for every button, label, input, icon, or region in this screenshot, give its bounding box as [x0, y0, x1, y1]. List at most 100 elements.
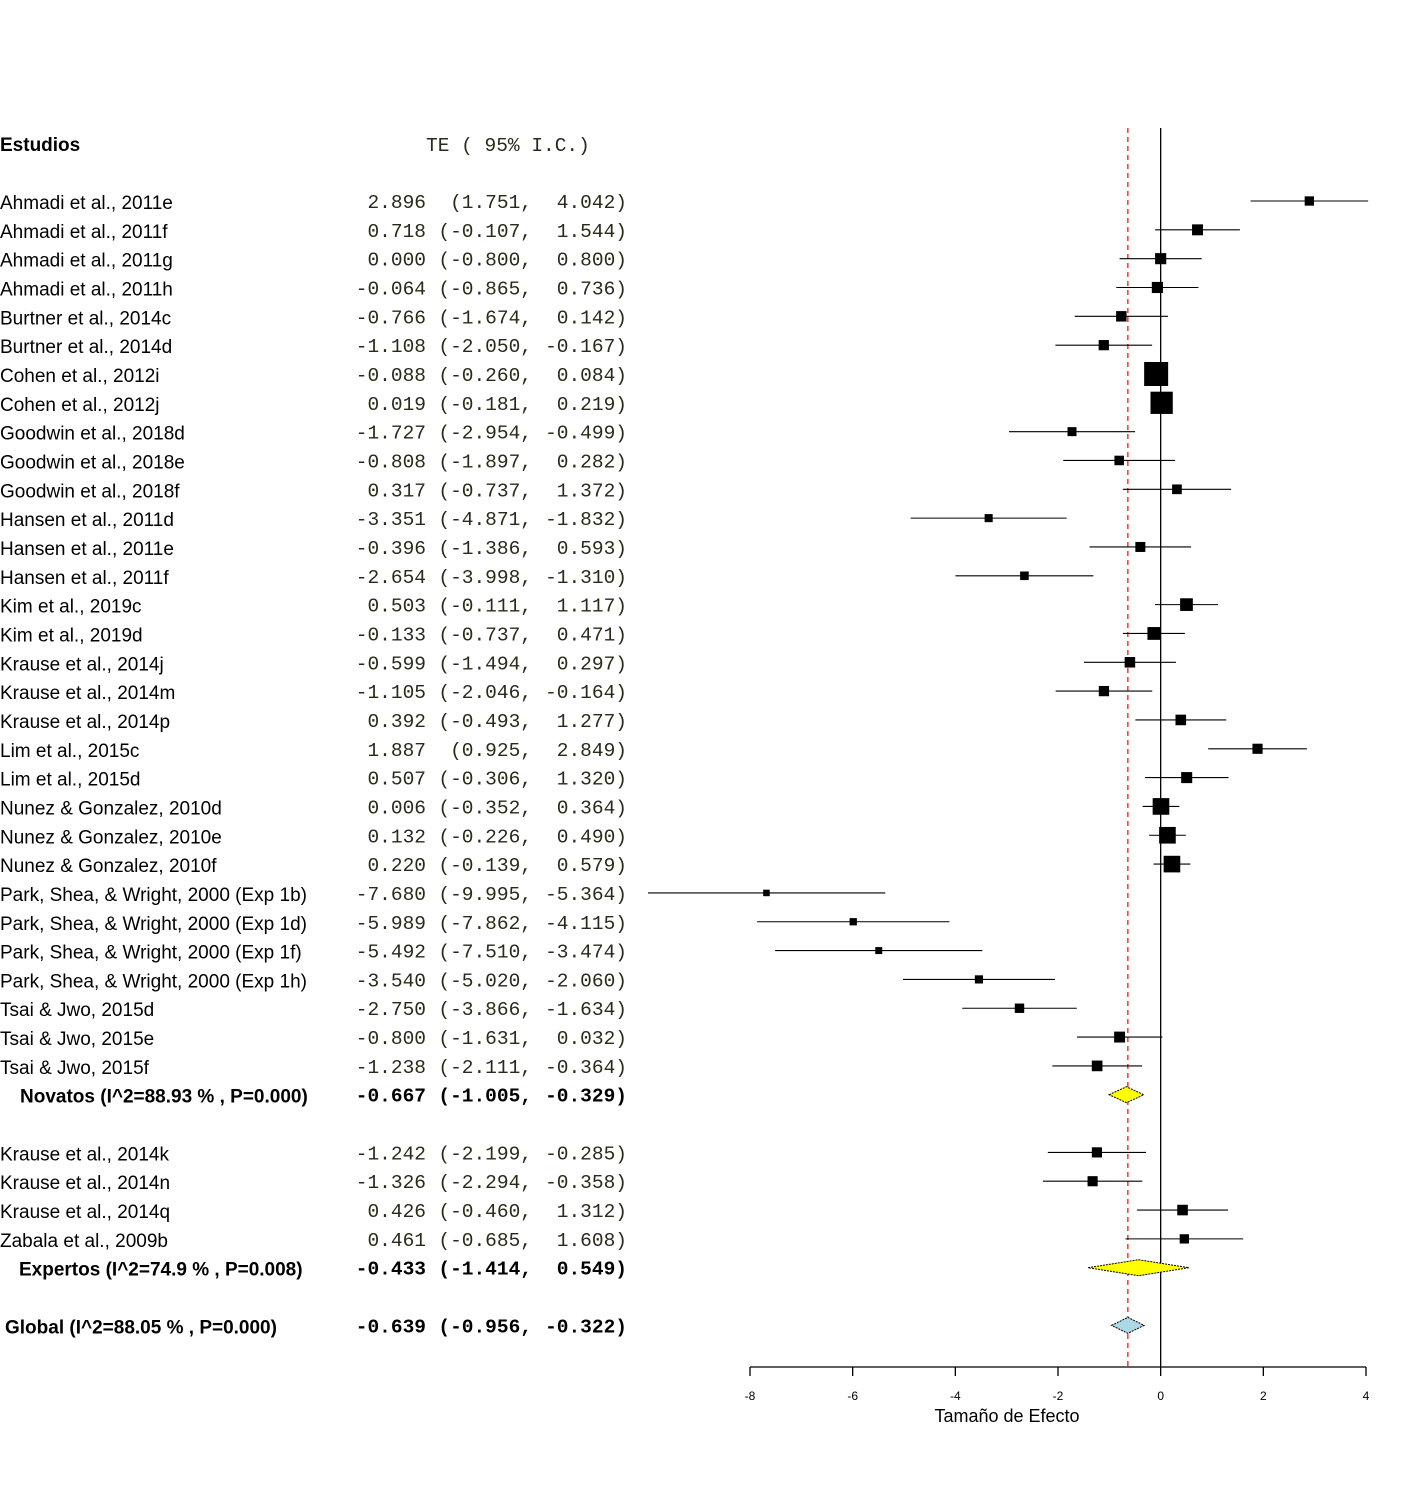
ci-upper-value: 4.042): [557, 192, 627, 214]
study-effect-box: [1091, 1147, 1102, 1158]
study-label: Ahmadi et al., 2011g: [0, 251, 173, 272]
effect-size-value: 0.132: [367, 826, 426, 848]
study-label: Nunez & Gonzalez, 2010f: [0, 856, 217, 877]
ci-upper-value: -2.060): [545, 970, 627, 992]
ci-upper-value: 0.579): [557, 855, 627, 877]
study-label: Park, Shea, & Wright, 2000 (Exp 1b): [0, 885, 307, 906]
ci-lower-value: (-0.111,: [438, 596, 532, 618]
summary-label: Novatos (I^2=88.93 % , P=0.000): [20, 1087, 308, 1108]
study-label: Zabala et al., 2009b: [0, 1231, 168, 1252]
x-axis-label: Tamaño de Efecto: [934, 1406, 1079, 1426]
study-label: Krause et al., 2014k: [0, 1144, 169, 1165]
study-label: Krause et al., 2014m: [0, 683, 175, 704]
x-tick-label: 0: [1157, 1389, 1164, 1403]
ci-upper-value: 1.544): [557, 221, 627, 243]
ci-upper-value: 0.032): [557, 1028, 627, 1050]
ci-upper-value: 0.800): [557, 250, 627, 272]
study-label: Cohen et al., 2012i: [0, 366, 160, 387]
ci-lower-value: (-2.046,: [438, 682, 532, 704]
study-label: Ahmadi et al., 2011e: [0, 193, 173, 214]
x-tick-label: 2: [1260, 1389, 1267, 1403]
study-effect-box: [1020, 571, 1029, 581]
study-effect-box: [1163, 855, 1181, 873]
ci-upper-value: -0.164): [545, 682, 627, 704]
study-effect-box: [763, 889, 770, 897]
ci-lower-value: (1.751,: [450, 192, 532, 214]
ci-upper-value: 1.372): [557, 480, 627, 502]
ci-upper-value: 0.219): [557, 394, 627, 416]
study-effect-box: [1155, 253, 1167, 265]
ci-lower-value: (-0.226,: [438, 826, 532, 848]
study-effect-box: [1135, 541, 1146, 552]
study-label: Lim et al., 2015c: [0, 741, 139, 762]
ci-lower-value: (-0.260,: [438, 365, 532, 387]
study-label: Park, Shea, & Wright, 2000 (Exp 1d): [0, 914, 307, 935]
ci-upper-value: 0.297): [557, 653, 627, 675]
study-label: Tsai & Jwo, 2015e: [0, 1029, 154, 1050]
ci-lower-value: (-0.306,: [438, 769, 532, 791]
x-tick-label: -8: [745, 1389, 756, 1403]
study-effect-box: [974, 975, 984, 984]
effect-size-value: -1.238: [356, 1057, 426, 1079]
ci-lower-value: (-0.685,: [438, 1230, 532, 1252]
ci-upper-value: 1.277): [557, 711, 627, 733]
study-label: Krause et al., 2014j: [0, 654, 164, 675]
ci-lower-value: (-0.956,: [438, 1316, 532, 1338]
ci-lower-value: (-1.005,: [438, 1086, 532, 1108]
ci-lower-value: (-3.998,: [438, 567, 532, 589]
study-label: Goodwin et al., 2018e: [0, 452, 185, 473]
effect-size-value: 0.006: [367, 797, 426, 819]
x-tick-label: 4: [1363, 1389, 1370, 1403]
study-effect-box: [1175, 714, 1187, 726]
study-label: Tsai & Jwo, 2015d: [0, 1000, 154, 1021]
study-effect-box: [1159, 826, 1176, 844]
ci-upper-value: -4.115): [545, 913, 627, 935]
ci-upper-value: 0.364): [557, 797, 627, 819]
ci-lower-value: (-0.865,: [438, 278, 532, 300]
ci-upper-value: 0.282): [557, 451, 627, 473]
study-effect-box: [1180, 598, 1193, 611]
summary-diamond: [1110, 1316, 1146, 1334]
study-effect-box: [1144, 361, 1169, 386]
effect-size-value: -0.433: [356, 1259, 426, 1281]
effect-size-value: -0.064: [356, 278, 426, 300]
ci-lower-value: (-2.111,: [438, 1057, 532, 1079]
study-label: Burtner et al., 2014d: [0, 337, 172, 358]
effect-size-value: 0.000: [367, 250, 426, 272]
study-label: Kim et al., 2019c: [0, 597, 142, 618]
effect-size-value: -1.242: [356, 1143, 426, 1165]
ci-upper-value: -0.329): [545, 1086, 627, 1108]
ci-lower-value: (-1.386,: [438, 538, 532, 560]
study-effect-box: [1098, 685, 1110, 697]
ci-upper-value: 1.320): [557, 769, 627, 791]
effect-size-value: -0.133: [356, 624, 426, 646]
study-label: Hansen et al., 2011f: [0, 568, 169, 589]
study-label: Hansen et al., 2011e: [0, 539, 174, 560]
summary-diamond: [1107, 1086, 1145, 1104]
x-tick-label: -4: [950, 1389, 961, 1403]
effect-size-value: -3.540: [356, 970, 426, 992]
ci-upper-value: 0.142): [557, 307, 627, 329]
ci-upper-value: 0.490): [557, 826, 627, 848]
ci-lower-value: (-1.631,: [438, 1028, 532, 1050]
study-effect-box: [1252, 743, 1263, 754]
study-effect-box: [849, 918, 857, 926]
effect-size-value: 0.507: [367, 769, 426, 791]
study-effect-box: [1181, 772, 1193, 784]
study-effect-box: [1114, 455, 1124, 466]
effect-size-value: -1.727: [356, 423, 426, 445]
effect-size-value: -2.750: [356, 999, 426, 1021]
ci-upper-value: -1.832): [545, 509, 627, 531]
study-label: Tsai & Jwo, 2015f: [0, 1058, 150, 1079]
effect-size-value: -1.326: [356, 1172, 426, 1194]
ci-lower-value: (-0.139,: [438, 855, 532, 877]
study-label: Kim et al., 2019d: [0, 625, 143, 646]
study-label: Goodwin et al., 2018d: [0, 424, 185, 445]
ci-upper-value: -0.499): [545, 423, 627, 445]
summary-diamond: [1088, 1259, 1189, 1277]
ci-lower-value: (-1.674,: [438, 307, 532, 329]
effect-size-value: 0.461: [367, 1230, 426, 1252]
ci-lower-value: (-0.460,: [438, 1201, 532, 1223]
ci-upper-value: 0.593): [557, 538, 627, 560]
